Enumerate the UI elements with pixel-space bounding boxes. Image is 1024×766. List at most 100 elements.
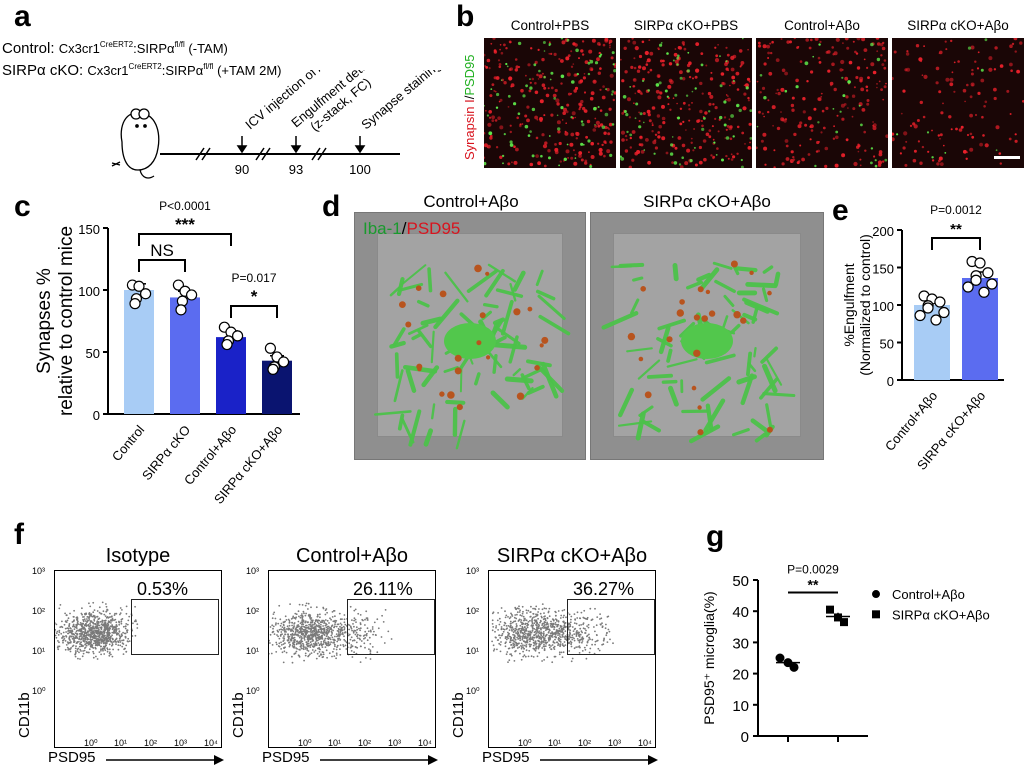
synapsin-puncta — [565, 110, 569, 114]
event-dot — [544, 615, 546, 617]
synapsin-puncta — [621, 79, 625, 83]
synapsin-puncta — [969, 132, 973, 136]
y-axis-label: Synapses %relative to control mice — [34, 226, 77, 416]
event-dot — [107, 623, 110, 626]
event-dot — [293, 641, 296, 644]
event-dot — [349, 638, 352, 641]
event-dot — [96, 642, 99, 644]
synapsin-puncta — [999, 64, 1004, 68]
synapsin-puncta — [736, 88, 740, 91]
event-dot — [524, 636, 527, 638]
psd95-puncta — [691, 90, 694, 93]
event-dot — [89, 613, 92, 616]
synapsin-puncta — [711, 125, 714, 128]
psd95-puncta — [531, 107, 536, 112]
event-dot — [372, 633, 374, 636]
synapsin-puncta — [747, 99, 750, 102]
event-dot — [269, 639, 270, 642]
event-dot — [96, 615, 98, 618]
event-dot — [354, 618, 357, 621]
synapsin-puncta — [596, 57, 600, 62]
event-dot — [514, 638, 517, 641]
synapsin-puncta — [725, 46, 728, 49]
event-dot — [317, 639, 319, 642]
psd95-puncta — [678, 163, 682, 166]
synapsin-puncta — [686, 148, 691, 153]
event-dot — [85, 651, 88, 654]
synapsin-puncta — [881, 63, 885, 67]
event-dot — [313, 651, 316, 653]
psd95-puncta — [575, 48, 579, 53]
event-dot — [556, 625, 559, 628]
event-dot — [310, 652, 313, 654]
psd95-puncta — [548, 156, 551, 160]
event-dot — [543, 624, 546, 626]
event-dot — [518, 605, 520, 608]
event-dot — [356, 635, 358, 638]
event-dot — [88, 612, 91, 614]
event-dot — [583, 646, 586, 649]
synapsin-puncta — [491, 83, 495, 86]
synapsin-puncta — [656, 74, 661, 78]
event-dot — [87, 623, 90, 626]
synapsin-puncta — [732, 54, 737, 59]
data-point — [264, 342, 276, 354]
event-dot — [354, 629, 357, 632]
event-dot — [529, 632, 531, 634]
synapsin-puncta — [552, 93, 557, 98]
event-dot — [303, 634, 306, 637]
event-dot — [588, 636, 591, 639]
synapsin-puncta — [699, 109, 703, 114]
event-dot — [324, 613, 327, 616]
event-dot — [549, 632, 552, 635]
event-dot — [93, 635, 96, 637]
event-dot — [103, 623, 106, 626]
synapsin-puncta — [624, 134, 628, 138]
event-dot — [325, 635, 328, 638]
event-dot — [98, 642, 101, 644]
synapsin-puncta — [938, 90, 942, 94]
synapsin-puncta — [899, 152, 902, 155]
synapsin-puncta — [628, 165, 632, 168]
psd95-puncta — [601, 125, 606, 129]
event-dot — [535, 646, 538, 648]
event-dot — [368, 648, 370, 650]
facs-plot: 0.53% — [54, 570, 222, 748]
event-dot — [531, 620, 533, 623]
event-dot — [290, 639, 293, 642]
synapsin-puncta — [965, 157, 968, 160]
microglia-process — [509, 282, 517, 302]
event-dot — [321, 621, 324, 624]
event-dot — [537, 617, 539, 620]
synapsin-puncta — [590, 91, 595, 96]
event-dot — [291, 634, 293, 636]
psd95-puncta — [529, 130, 532, 133]
synapsin-puncta — [559, 160, 562, 163]
data-point — [970, 274, 982, 286]
synapsin-puncta — [820, 131, 823, 134]
synapsin-puncta — [632, 78, 637, 82]
event-dot — [506, 651, 509, 653]
microglia-process — [762, 265, 774, 274]
synapsin-puncta — [511, 161, 513, 164]
event-dot — [301, 637, 303, 639]
synapsin-puncta — [979, 142, 983, 147]
event-dot — [80, 628, 82, 630]
synapsin-puncta — [775, 92, 778, 95]
event-dot — [106, 609, 109, 611]
psd95-puncta — [715, 154, 718, 156]
event-dot — [297, 641, 300, 644]
event-dot — [529, 619, 531, 622]
synapsin-puncta — [974, 113, 978, 117]
psd95-puncta — [841, 76, 844, 79]
synapsin-puncta — [970, 72, 974, 76]
synapsin-puncta — [565, 122, 567, 124]
event-dot — [64, 640, 67, 642]
event-dot — [591, 643, 593, 646]
event-dot — [337, 623, 340, 626]
event-dot — [511, 639, 513, 642]
synapsin-puncta — [530, 47, 533, 50]
synapsin-puncta — [872, 123, 877, 128]
event-dot — [579, 617, 582, 620]
event-dot — [273, 633, 276, 635]
